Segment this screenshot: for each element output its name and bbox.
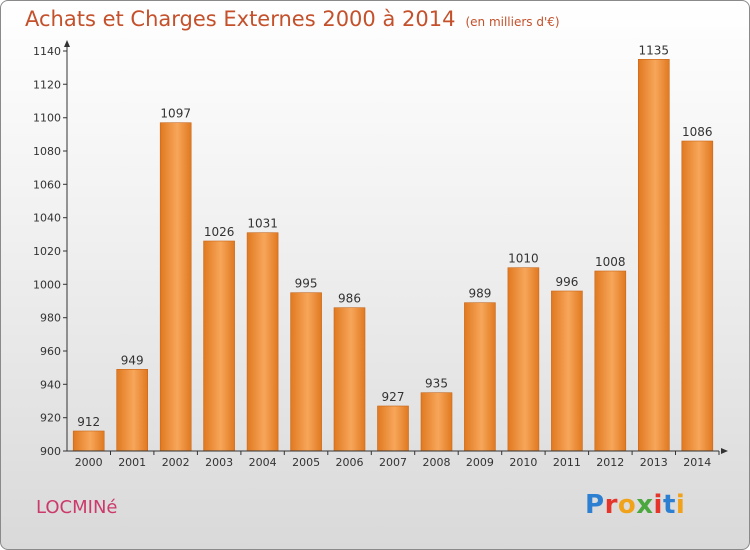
y-tick-label-900: 900 bbox=[40, 445, 61, 458]
bar-2000 bbox=[72, 430, 105, 452]
y-tick-label-1140: 1140 bbox=[33, 45, 61, 58]
y-tick-label-1100: 1100 bbox=[33, 112, 61, 125]
logo-letter: x bbox=[636, 490, 654, 520]
data-label-2000: 912 bbox=[77, 415, 100, 429]
data-label-2010: 1010 bbox=[508, 252, 539, 266]
bar-2004 bbox=[246, 232, 279, 452]
logo-letter: i bbox=[675, 490, 686, 520]
data-label-2011: 996 bbox=[555, 275, 578, 289]
data-label-2007: 927 bbox=[382, 390, 405, 404]
y-tick-label-960: 960 bbox=[40, 345, 61, 358]
data-label-2006: 986 bbox=[338, 292, 361, 306]
x-tick-label-2010: 2010 bbox=[509, 456, 537, 469]
bar-2007 bbox=[377, 405, 409, 452]
x-tick-label-2000: 2000 bbox=[75, 456, 103, 469]
data-label-2014: 1086 bbox=[682, 125, 713, 139]
logo-letter: P bbox=[585, 490, 605, 520]
y-tick-label-1040: 1040 bbox=[33, 212, 61, 225]
x-tick-label-2013: 2013 bbox=[640, 456, 668, 469]
y-tick-label-1080: 1080 bbox=[33, 145, 61, 158]
x-tick-label-2014: 2014 bbox=[683, 456, 711, 469]
data-label-2013: 1135 bbox=[639, 43, 670, 57]
bar-2009 bbox=[464, 302, 496, 452]
x-tick-label-2008: 2008 bbox=[423, 456, 451, 469]
logo-letter: r bbox=[604, 490, 618, 520]
y-tick-label-1120: 1120 bbox=[33, 78, 61, 91]
x-tick-label-2006: 2006 bbox=[336, 456, 364, 469]
bar-2003 bbox=[203, 240, 235, 452]
data-label-2003: 1026 bbox=[204, 225, 235, 239]
bar-2002 bbox=[159, 122, 192, 452]
bar-2013 bbox=[637, 58, 670, 452]
y-tick-label-1000: 1000 bbox=[33, 278, 61, 291]
chart-title: Achats et Charges Externes 2000 à 2014 (e… bbox=[25, 7, 560, 31]
x-tick-label-2012: 2012 bbox=[596, 456, 624, 469]
data-label-2004: 1031 bbox=[247, 217, 278, 231]
y-tick-label-1020: 1020 bbox=[33, 245, 61, 258]
proxiti-logo: Proxiti bbox=[585, 490, 685, 520]
logo-letter: o bbox=[617, 490, 637, 520]
x-tick-label-2005: 2005 bbox=[292, 456, 320, 469]
bar-2012 bbox=[594, 270, 627, 452]
x-tick-label-2007: 2007 bbox=[379, 456, 407, 469]
y-axis-arrow bbox=[64, 40, 70, 47]
data-label-2001: 949 bbox=[121, 353, 144, 367]
bar-2008 bbox=[420, 392, 453, 452]
chart-unit-label: (en milliers d'€) bbox=[465, 15, 560, 29]
y-tick-label-980: 980 bbox=[40, 312, 61, 325]
data-label-2012: 1008 bbox=[595, 255, 626, 269]
bar-2001 bbox=[116, 368, 148, 452]
logo-letter: t bbox=[662, 490, 676, 520]
bar-2011 bbox=[551, 290, 583, 452]
data-label-2009: 989 bbox=[468, 287, 491, 301]
bar-2006 bbox=[333, 307, 366, 452]
logo-letter: i bbox=[653, 490, 663, 520]
x-tick-label-2004: 2004 bbox=[249, 456, 277, 469]
chart-title-text: Achats et Charges Externes 2000 à 2014 bbox=[25, 7, 456, 31]
x-tick-label-2002: 2002 bbox=[162, 456, 190, 469]
x-axis-arrow bbox=[721, 448, 728, 454]
x-tick-label-2001: 2001 bbox=[118, 456, 146, 469]
data-label-2008: 935 bbox=[425, 377, 448, 391]
bar-2010 bbox=[507, 267, 540, 452]
data-label-2002: 1097 bbox=[160, 107, 191, 121]
data-label-2005: 995 bbox=[295, 277, 318, 291]
commune-name: LOCMINé bbox=[36, 497, 118, 518]
y-tick-label-940: 940 bbox=[40, 378, 61, 391]
x-tick-label-2009: 2009 bbox=[466, 456, 494, 469]
x-tick-label-2003: 2003 bbox=[205, 456, 233, 469]
bar-2014 bbox=[681, 140, 714, 452]
bar-2005 bbox=[290, 292, 322, 452]
y-tick-label-1060: 1060 bbox=[33, 178, 61, 191]
x-tick-label-2011: 2011 bbox=[553, 456, 581, 469]
y-tick-label-920: 920 bbox=[40, 412, 61, 425]
